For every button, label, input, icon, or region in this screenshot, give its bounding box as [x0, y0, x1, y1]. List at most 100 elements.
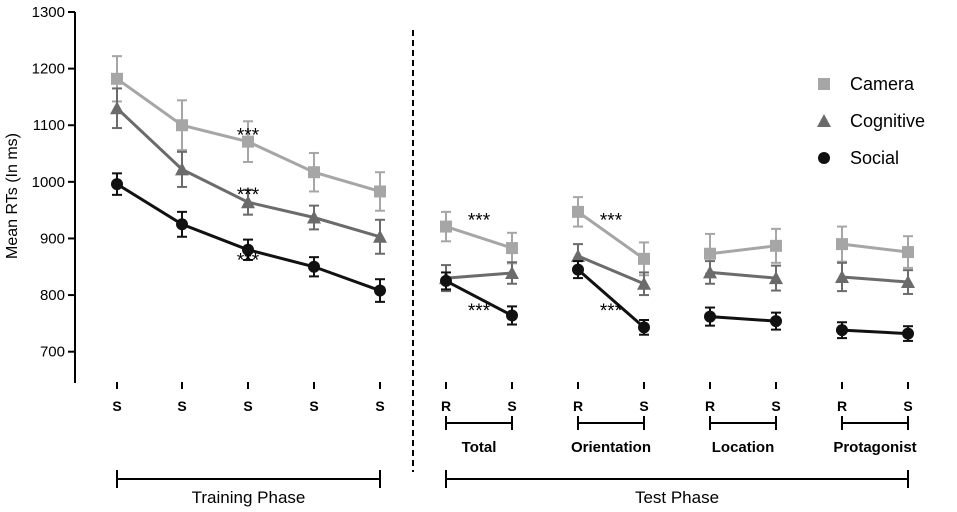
significance-stars: *** [600, 211, 623, 232]
data-point-circle [111, 178, 123, 191]
x-tick-label: R [573, 398, 583, 414]
data-point-circle [902, 327, 914, 340]
x-tick-label: S [112, 398, 121, 414]
data-point-triangle [175, 162, 189, 176]
series-layer [110, 55, 915, 342]
y-axis: 700 800 900 1000 1100 1200 1300 [32, 4, 76, 383]
data-point-square [818, 78, 830, 90]
legend-item: Cognitive [817, 111, 925, 131]
data-point-square [638, 252, 650, 265]
data-point-square [770, 239, 782, 252]
data-point-square [704, 247, 716, 260]
legend-item: Camera [818, 74, 915, 94]
group-brackets: Total Orientation Location Protagonist [445, 416, 917, 456]
data-point-triangle [817, 114, 831, 127]
y-axis-label: Mean RTs (In ms) [4, 133, 21, 259]
series-line [577, 254, 645, 286]
series-line [577, 210, 645, 261]
series-line [841, 275, 909, 284]
x-tick-label: S [375, 398, 384, 414]
series-line [709, 315, 777, 323]
significance-stars: *** [468, 301, 491, 322]
data-point-triangle [241, 195, 255, 209]
data-point-circle [572, 263, 584, 276]
x-tick-label: S [903, 398, 912, 414]
y-tick-label: 1000 [32, 174, 65, 191]
y-tick-label: 800 [40, 287, 65, 304]
series-line [709, 270, 777, 280]
data-point-circle [374, 284, 386, 297]
data-point-square [836, 238, 848, 251]
legend-label: Camera [850, 74, 915, 94]
series-line [709, 244, 777, 256]
series-line [445, 225, 513, 250]
group-label: Location [712, 439, 775, 456]
series-line [841, 328, 909, 336]
x-tick-label: R [441, 398, 451, 414]
legend-label: Social [850, 148, 899, 168]
data-point-triangle [637, 276, 651, 290]
y-tick-label: 1200 [32, 61, 65, 78]
significance-stars: *** [600, 301, 623, 322]
data-point-square [572, 205, 584, 218]
phase-label: Test Phase [635, 488, 719, 507]
data-point-square [308, 166, 320, 179]
series-line [445, 271, 513, 280]
data-point-triangle [110, 101, 124, 115]
y-tick-label: 1300 [32, 4, 65, 21]
significance-stars: *** [237, 185, 260, 206]
data-point-circle [440, 274, 452, 287]
y-tick-label: 900 [40, 230, 65, 247]
y-tick-label: 700 [40, 344, 65, 361]
legend-item: Social [818, 148, 899, 168]
x-tick-label: R [837, 398, 847, 414]
data-point-circle [818, 152, 830, 164]
series-social [111, 172, 914, 342]
x-tick-label: S [771, 398, 780, 414]
significance-annotations: *** *** *** *** *** *** *** [237, 126, 623, 323]
significance-stars: *** [237, 250, 260, 271]
x-tick-label: S [639, 398, 648, 414]
data-point-triangle [901, 275, 915, 289]
x-tick-label: S [177, 398, 186, 414]
data-point-triangle [373, 229, 387, 243]
data-point-square [506, 242, 518, 255]
data-point-square [176, 119, 188, 132]
x-tick-label: S [507, 398, 516, 414]
data-point-triangle [307, 210, 321, 224]
data-point-circle [308, 260, 320, 273]
data-point-triangle [505, 265, 519, 279]
series-cognitive [110, 87, 915, 297]
phase-label: Training Phase [192, 488, 306, 507]
significance-stars: *** [237, 126, 260, 147]
series-line [841, 242, 909, 254]
data-point-triangle [571, 249, 585, 263]
x-tick-label: S [309, 398, 318, 414]
data-point-triangle [703, 265, 717, 279]
data-point-circle [638, 321, 650, 334]
group-label: Total [462, 439, 497, 456]
x-tick-label: R [705, 398, 715, 414]
data-point-circle [704, 310, 716, 323]
series-line [577, 268, 645, 329]
data-point-circle [770, 315, 782, 328]
data-point-circle [836, 324, 848, 337]
x-tick-label: S [243, 398, 252, 414]
legend-label: Cognitive [850, 111, 925, 131]
data-point-circle [242, 243, 254, 256]
data-point-circle [506, 309, 518, 322]
group-label: Protagonist [833, 439, 916, 456]
phase-brackets: Training Phase Test Phase [116, 470, 909, 507]
data-point-square [111, 72, 123, 85]
data-point-square [374, 185, 386, 198]
data-point-triangle [835, 269, 849, 283]
data-point-triangle [769, 271, 783, 285]
data-point-square [902, 246, 914, 259]
legend: Camera Cognitive Social [817, 74, 925, 168]
series-line [445, 279, 513, 317]
significance-stars: *** [468, 211, 491, 232]
group-label: Orientation [571, 439, 651, 456]
y-tick-label: 1100 [33, 117, 65, 134]
data-point-square [242, 135, 254, 148]
